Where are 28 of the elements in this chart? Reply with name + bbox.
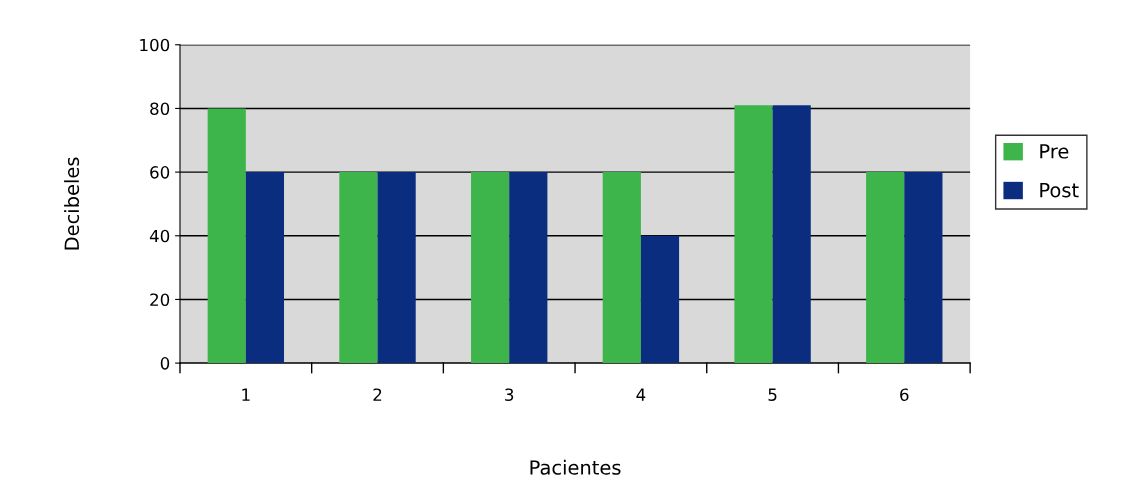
bar xyxy=(904,172,943,364)
x-tick-label: 6 xyxy=(900,388,909,401)
bar xyxy=(602,172,641,364)
x-tick-label: 1 xyxy=(242,388,250,401)
bar xyxy=(245,172,285,364)
bar xyxy=(471,172,510,364)
y-axis-title: Decibeles xyxy=(64,157,80,250)
bar xyxy=(734,105,773,364)
x-tick-label: 4 xyxy=(636,388,646,401)
y-tick-label: 100 xyxy=(140,38,170,52)
y-tick-label: 0 xyxy=(160,357,170,370)
y-tick-label: 80 xyxy=(150,102,170,116)
y-tick-label: 40 xyxy=(149,229,170,243)
y-tick-label: 20 xyxy=(150,293,170,306)
x-axis-title: Pacientes xyxy=(530,459,621,475)
bar xyxy=(377,172,416,364)
x-tick-label: 3 xyxy=(505,388,514,401)
bar xyxy=(339,172,378,364)
bar xyxy=(866,172,905,364)
x-tick-label: 5 xyxy=(768,388,777,401)
bar xyxy=(207,108,246,364)
bar xyxy=(509,172,548,364)
bar xyxy=(640,235,680,364)
bar xyxy=(772,105,811,364)
x-tick-label: 2 xyxy=(373,388,382,401)
legend-label: Post xyxy=(1040,183,1079,198)
legend-label: Pre xyxy=(1040,144,1069,159)
y-tick-label: 60 xyxy=(150,166,170,179)
